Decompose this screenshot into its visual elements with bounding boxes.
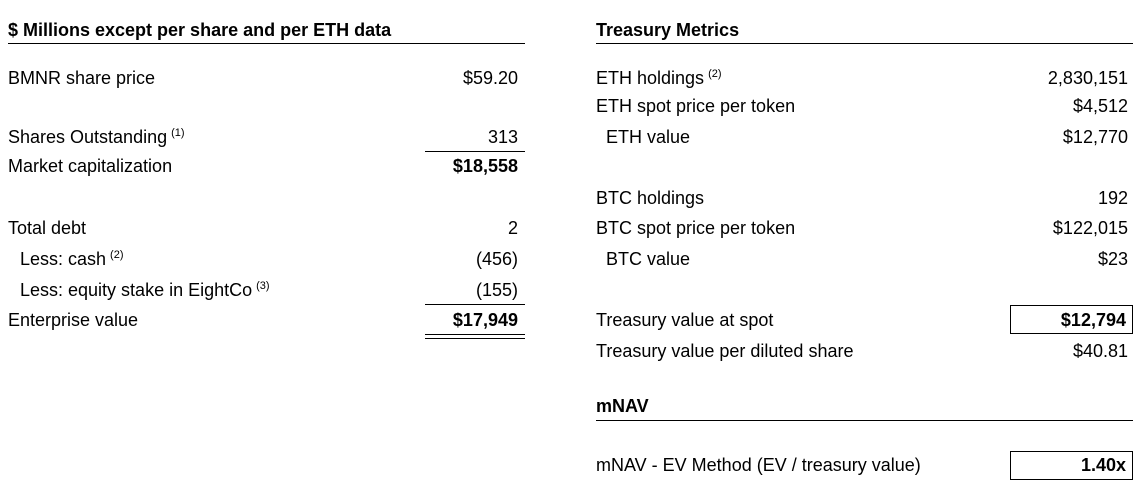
label: mNAV - EV Method (EV / treasury value) <box>596 455 921 475</box>
row-value: 2,830,151 <box>1047 68 1128 88</box>
note: (3) <box>256 280 270 292</box>
row-label: ETH value <box>606 126 690 148</box>
row-label: Less: equity stake in EightCo (3) <box>20 279 270 301</box>
note: (1) <box>171 127 185 139</box>
highlight-box <box>1010 305 1133 334</box>
row-label: ETH holdings (2) <box>596 67 722 89</box>
left-header: $ Millions except per share and per ETH … <box>8 20 392 40</box>
note: (2) <box>708 68 722 80</box>
label: BTC holdings <box>596 188 705 208</box>
row-value: $40.81 <box>1072 341 1128 361</box>
underline <box>425 151 525 152</box>
label: Treasury value at spot <box>596 310 774 330</box>
double-underline <box>425 334 525 335</box>
row-label: ETH spot price per token <box>596 95 795 117</box>
label: Market capitalization <box>8 156 173 176</box>
row-value: $59.20 <box>462 68 518 88</box>
label: BTC value <box>606 249 691 269</box>
header-rule <box>8 43 525 44</box>
label: ETH spot price per token <box>596 96 796 116</box>
highlight-box <box>1010 451 1133 480</box>
row-label: mNAV - EV Method (EV / treasury value) <box>596 454 921 476</box>
row-label: Total debt <box>8 217 86 239</box>
row-value: (155) <box>475 280 518 300</box>
double-underline <box>425 338 525 339</box>
row-value: (456) <box>475 249 518 269</box>
label: BMNR share price <box>8 68 156 88</box>
label: ETH value <box>606 127 691 147</box>
row-value: 2 <box>507 218 518 238</box>
row-value: $18,558 <box>452 156 518 176</box>
row-label: Treasury value at spot <box>596 309 773 331</box>
row-value: 192 <box>1097 188 1128 208</box>
row-value: 1.40x <box>1080 455 1126 475</box>
note: (2) <box>110 249 124 261</box>
label: Shares Outstanding <box>8 127 168 147</box>
header-rule <box>596 420 1133 421</box>
label: ETH holdings <box>596 68 705 88</box>
row-value: $4,512 <box>1072 96 1128 116</box>
row-value: $122,015 <box>1052 218 1128 238</box>
row-label: Treasury value per diluted share <box>596 340 853 362</box>
row-label: Enterprise value <box>8 309 138 331</box>
row-value: $17,949 <box>452 310 518 330</box>
label: Total debt <box>8 218 87 238</box>
label: Less: cash <box>20 249 107 269</box>
row-label: BMNR share price <box>8 67 155 89</box>
header-rule <box>596 43 1133 44</box>
row-value: $12,770 <box>1062 127 1128 147</box>
label: Treasury value per diluted share <box>596 341 854 361</box>
mnav-header: mNAV <box>596 396 649 416</box>
row-label: Less: cash (2) <box>20 248 124 270</box>
label: Enterprise value <box>8 310 139 330</box>
row-value: $12,794 <box>1060 310 1126 330</box>
underline <box>425 304 525 305</box>
row-label: BTC spot price per token <box>596 217 795 239</box>
row-value: 313 <box>487 127 518 147</box>
row-label: BTC value <box>606 248 690 270</box>
row-value: $23 <box>1097 249 1128 269</box>
label: Less: equity stake in EightCo <box>20 280 253 300</box>
row-label: BTC holdings <box>596 187 704 209</box>
right-header: Treasury Metrics <box>596 20 740 40</box>
row-label: Shares Outstanding (1) <box>8 126 185 148</box>
row-label: Market capitalization <box>8 155 172 177</box>
label: BTC spot price per token <box>596 218 796 238</box>
